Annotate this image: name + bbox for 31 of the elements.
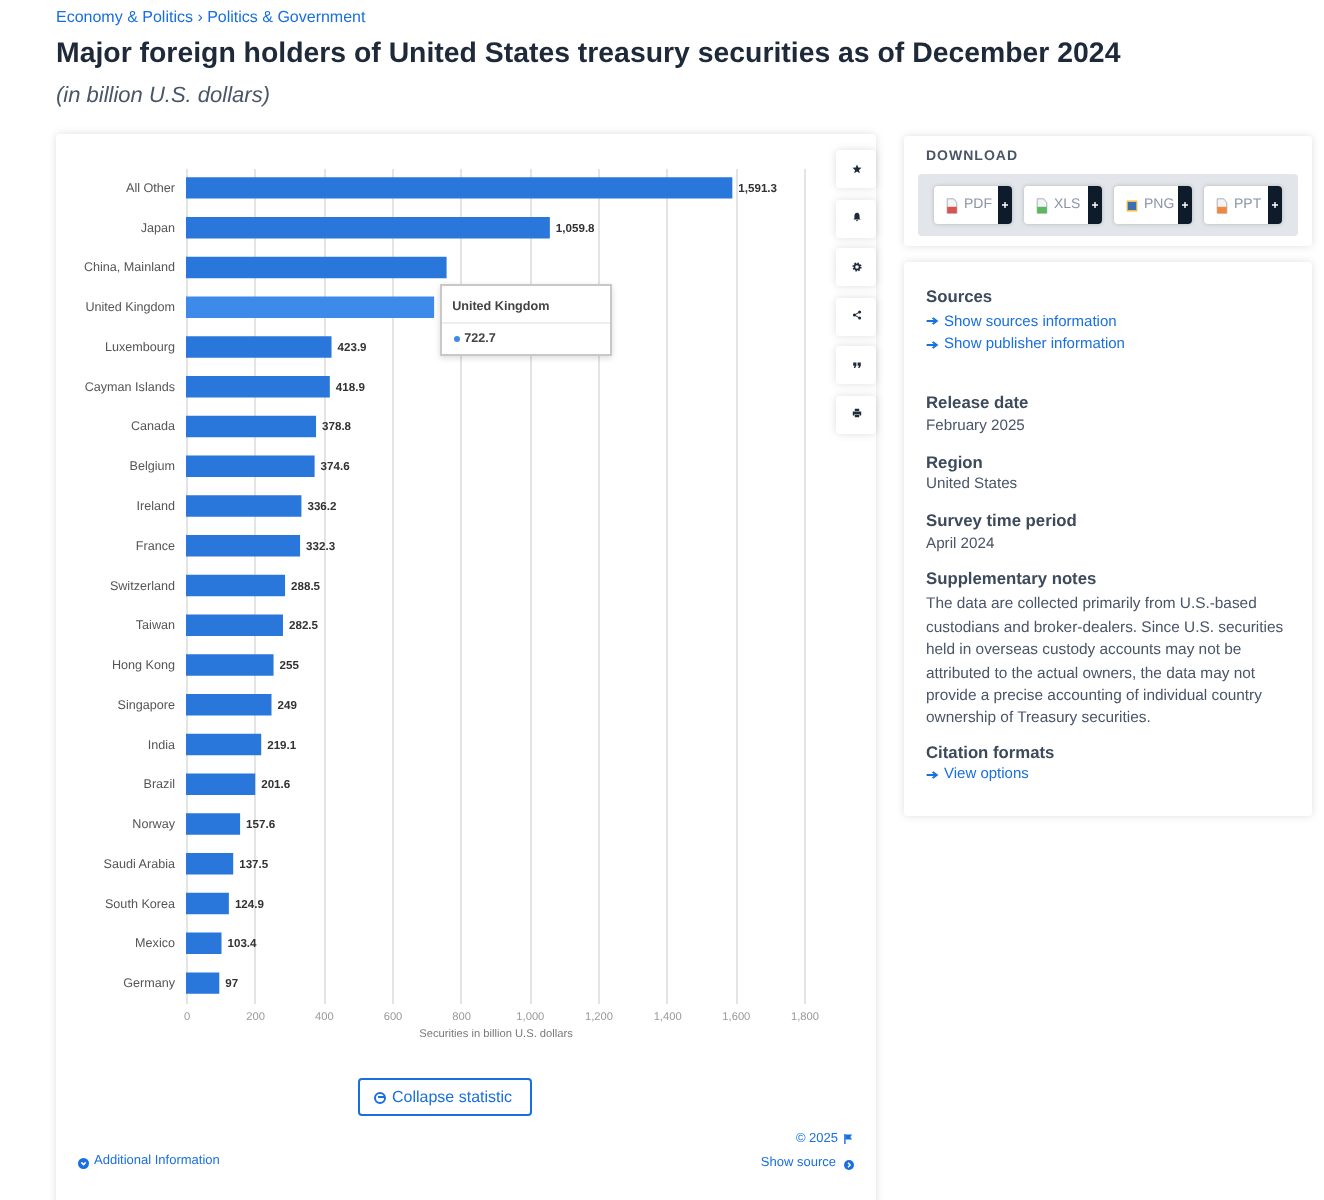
text: Survey time period — [926, 510, 1077, 531]
bar — [186, 375, 330, 398]
bar — [186, 932, 222, 955]
text: Region — [926, 451, 983, 472]
text: Economy & Politics › Politics & Government — [56, 8, 366, 28]
bar — [186, 574, 286, 597]
bar — [186, 733, 262, 756]
bar — [186, 535, 301, 557]
bar — [186, 654, 274, 676]
bar — [186, 415, 317, 438]
bar — [186, 773, 256, 796]
bar — [186, 614, 283, 636]
bar — [186, 495, 302, 517]
bar — [186, 177, 733, 199]
text: Release date — [926, 392, 1029, 412]
text: Citation formats — [926, 742, 1055, 763]
chart-subtitle: (in billion U.S. dollars) — [56, 82, 270, 110]
bar — [186, 892, 229, 915]
chart-title: Major foreign holders of United States treasury securities as of December 2024 — [56, 36, 1121, 72]
text: Supplementary notes — [926, 568, 1097, 589]
bar — [186, 694, 272, 716]
text: Collapse statistic — [392, 1087, 513, 1107]
bar — [186, 296, 435, 318]
bar — [186, 256, 447, 279]
bar — [186, 972, 220, 994]
text: Sources — [926, 286, 993, 307]
bar — [186, 853, 234, 875]
bar — [186, 813, 241, 835]
bar — [186, 336, 332, 358]
bar — [186, 216, 550, 239]
bar — [186, 455, 315, 477]
